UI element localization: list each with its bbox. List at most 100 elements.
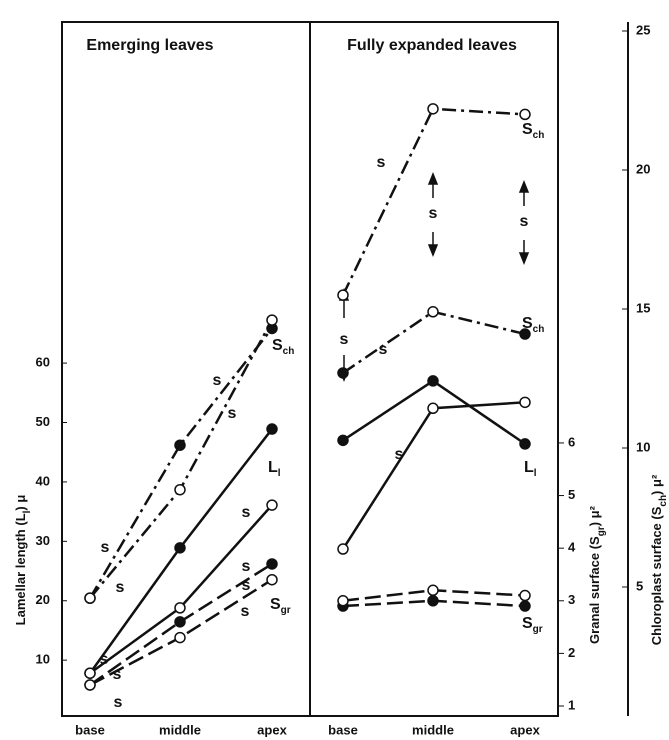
annotation: s <box>377 154 386 171</box>
point <box>266 499 278 511</box>
y2-tick-label: 6 <box>568 434 575 449</box>
annotation: s <box>100 651 109 668</box>
point <box>519 589 531 602</box>
series-line <box>341 107 526 296</box>
y-axis-label-part: l <box>22 510 33 513</box>
x-tick-label: middle <box>159 722 201 737</box>
y2-tick-label: 1 <box>568 697 575 712</box>
annotation: s <box>242 577 251 594</box>
point <box>337 434 349 447</box>
y-tick-label: 10 <box>36 652 50 667</box>
x-tick-label: apex <box>510 722 540 737</box>
point <box>427 103 439 115</box>
point <box>337 543 349 555</box>
annotation: s <box>228 405 237 422</box>
x-tick-label: base <box>328 722 358 737</box>
y3-axis-label-part: Chloroplast surface (S <box>649 506 664 645</box>
series-label-part: ch <box>533 130 545 141</box>
y-axis-label: Lamellar length (Ll) μ <box>13 495 33 626</box>
point <box>427 402 439 415</box>
point <box>519 328 531 340</box>
series-label-part: gr <box>533 624 543 635</box>
y2-axis-label-part: gr <box>596 526 607 536</box>
point <box>427 595 439 607</box>
point <box>337 595 349 607</box>
panel-title: Fully expanded leaves <box>347 37 517 54</box>
y2-tick-label: 4 <box>568 540 576 555</box>
series-label-part: L <box>268 459 278 476</box>
y2-tick-label: 5 <box>568 487 575 502</box>
y3-tick-label: 10 <box>636 439 650 454</box>
series-label: Sch <box>272 337 294 357</box>
annotation: s <box>429 205 438 222</box>
point <box>337 289 349 301</box>
x-tick-label: apex <box>257 722 287 737</box>
point <box>174 631 186 644</box>
y3-tick-label: 15 <box>636 300 650 315</box>
annotation: s <box>242 558 251 575</box>
y-tick-label: 30 <box>36 533 50 548</box>
series-line <box>89 562 273 686</box>
annotation: s <box>101 539 110 556</box>
point <box>174 483 186 496</box>
point <box>266 558 278 570</box>
y-axis-label-part: Lamellar length (L <box>13 513 28 625</box>
y2-tick-label: 2 <box>568 645 575 660</box>
annotation: s <box>520 213 529 230</box>
series-label: Ll <box>268 459 281 479</box>
y2-tick-label: 3 <box>568 592 575 607</box>
point <box>427 375 439 387</box>
y2-axis-label-part: ) μ² <box>587 505 602 526</box>
y2-axis-label: Granal surface (Sgr) μ² <box>587 505 607 644</box>
point <box>266 423 278 435</box>
annotation: s <box>340 331 349 348</box>
y3-tick-label: 25 <box>636 22 650 37</box>
annotation: s <box>242 504 251 521</box>
point <box>84 667 96 679</box>
annotation: s <box>113 666 122 683</box>
point <box>174 439 186 451</box>
y-tick-label: 20 <box>36 592 50 607</box>
series-label-part: l <box>534 468 537 479</box>
series-label-part: S <box>272 337 283 354</box>
series-label-part: S <box>522 315 533 332</box>
y-axis-label-part: ) μ <box>13 495 28 511</box>
point <box>519 438 531 450</box>
point <box>519 108 531 121</box>
point <box>427 584 439 597</box>
y3-tick-label: 5 <box>636 578 643 593</box>
y2-axis-label-part: Granal surface (S <box>587 536 602 644</box>
annotation: s <box>116 579 125 596</box>
series-label-part: ch <box>283 346 295 357</box>
annotation: s <box>241 603 250 620</box>
series-label-part: l <box>278 468 281 479</box>
point <box>84 679 96 691</box>
series-label: Ll <box>524 459 537 479</box>
series-line <box>88 327 273 599</box>
y3-axis-label-part: ch <box>658 495 669 507</box>
series-label-part: gr <box>281 605 291 616</box>
series-label: Sch <box>522 315 544 335</box>
y3-axis-label: Chloroplast surface (Sch) μ² <box>649 474 669 645</box>
series-label: Sgr <box>270 596 291 616</box>
annotation: s <box>395 446 404 463</box>
x-tick-label: middle <box>412 722 454 737</box>
point <box>174 616 186 628</box>
series-label-part: ch <box>533 324 545 335</box>
series-label-part: L <box>524 459 534 476</box>
series-label: Sch <box>522 121 544 141</box>
series-label-part: S <box>522 121 533 138</box>
point <box>174 542 186 554</box>
point <box>266 573 278 586</box>
point <box>519 600 531 612</box>
y-tick-label: 50 <box>36 414 50 429</box>
annotation: s <box>114 694 123 711</box>
point <box>427 306 439 318</box>
point <box>519 396 531 409</box>
series-label-part: S <box>270 596 281 613</box>
point <box>84 592 96 604</box>
annotation: s <box>379 341 388 358</box>
y3-tick-label: 20 <box>636 161 650 176</box>
point <box>174 602 186 614</box>
series-label: Sgr <box>522 615 543 635</box>
